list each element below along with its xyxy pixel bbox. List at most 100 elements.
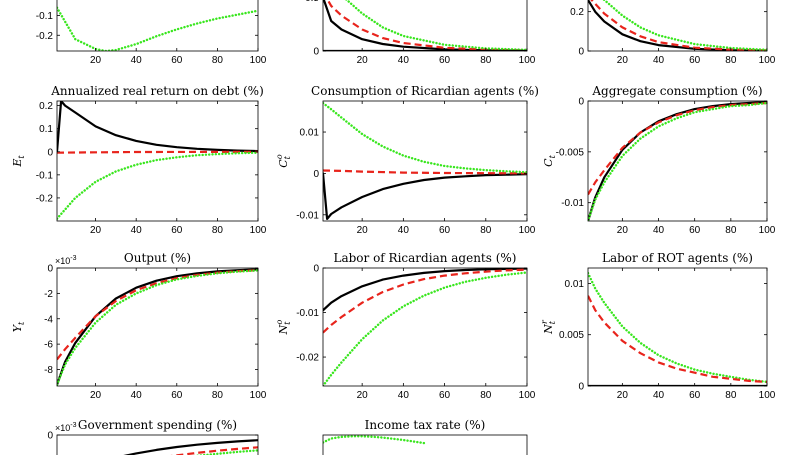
series-dashed-line (588, 295, 767, 383)
subplot-title: Income tax rate (%) (365, 418, 486, 432)
series-dashed-line (326, 0, 527, 51)
x-tick-label: 60 (171, 55, 183, 66)
x-tick-label: 60 (689, 225, 701, 236)
subplot-title: Output (%) (124, 251, 191, 265)
plot-frame (322, 100, 528, 222)
subplot-5: -0.01 0 0.01 20 40 60 80 100 Consumption of Rica… (275, 84, 539, 236)
series-solid-line (57, 101, 258, 153)
y-axis-label: Ntr (540, 319, 557, 335)
x-tick-label: 20 (617, 55, 629, 66)
series-dotted-line (57, 151, 258, 220)
series-solid-line (57, 268, 258, 386)
y-tick-label: -0.02 (296, 353, 319, 364)
x-tick-label: 100 (759, 390, 776, 401)
series-dashed-line (323, 169, 527, 175)
plot-frame (322, 0, 528, 52)
series-solid-line (323, 172, 527, 220)
series-dashed-line (57, 150, 258, 154)
y-tick-label: -8 (44, 365, 53, 376)
y-tick-label: -0.005 (556, 147, 585, 158)
x-tick-label: 80 (480, 225, 492, 236)
y-tick-label: 0 (47, 147, 53, 158)
subplot-11: Income tax rate (%) (322, 418, 528, 455)
y-tick-label: 0 (313, 47, 319, 58)
x-tick-label: 100 (519, 390, 536, 401)
plot-frame (322, 267, 528, 387)
x-tick-label: 60 (171, 390, 183, 401)
plot-frame (56, 267, 259, 387)
y-tick-label: 0 (313, 169, 319, 180)
subplot-title: Labor of ROT agents (%) (602, 251, 753, 265)
y-tick-label: 0.01 (300, 128, 320, 139)
y-tick-label: 0.01 (565, 279, 585, 290)
x-tick-label: 20 (90, 390, 102, 401)
x-tick-label: 20 (357, 225, 369, 236)
x-tick-label: 80 (212, 390, 224, 401)
x-tick-label: 60 (689, 55, 701, 66)
x-tick-label: 40 (131, 390, 143, 401)
x-tick-label: 80 (212, 225, 224, 236)
series-dotted-line (323, 435, 426, 445)
x-tick-label: 100 (759, 55, 776, 66)
y-tick-label: 0 (47, 264, 53, 275)
x-tick-label: 100 (759, 225, 776, 236)
series-dotted-line (57, 6, 258, 51)
x-tick-label: 20 (357, 390, 369, 401)
x-tick-label: 100 (250, 55, 267, 66)
plot-frame (56, 434, 259, 455)
y-axis-label: Nto (275, 319, 292, 335)
y-tick-label: 0.005 (559, 330, 584, 341)
series-dotted-line (345, 0, 527, 51)
subplot-title: Labor of Ricardian agents (%) (334, 251, 517, 265)
x-tick-label: 40 (398, 225, 410, 236)
y-tick-label: 0.2 (39, 101, 53, 112)
subplot-3: 0 0.2 20 40 60 80 100 (570, 0, 776, 66)
y-tick-label: 0 (578, 47, 584, 58)
subplot-4: -0.2 -0.1 0 0.1 0.2 20 40 60 80 100 Annualized rea… (11, 84, 267, 236)
series-dotted-line (57, 269, 258, 386)
x-tick-label: 60 (439, 390, 451, 401)
subplot-7: -8 -6 -4 -2 0 20 40 60 80 100 Output (%) ×10-3 Yt (11, 251, 267, 401)
y-axis-label: Cto (275, 154, 292, 168)
x-tick-label: 80 (725, 55, 737, 66)
x-tick-label: 40 (131, 225, 143, 236)
subplot-10: 0 Government spending (%)×10-3 (47, 418, 259, 455)
plot-frame (322, 434, 528, 455)
y-tick-label: -0.2 (36, 31, 54, 42)
series-solid-line (588, 101, 767, 221)
series-dashed-line (57, 269, 258, 361)
y-tick-label: -4 (44, 314, 53, 325)
series-dotted-line (588, 271, 767, 384)
series-solid-line (323, 268, 527, 312)
series-dotted-line (193, 449, 258, 455)
y-tick-label: -0.01 (296, 308, 319, 319)
y-axis-label: Et (11, 155, 26, 168)
plot-frame (56, 100, 259, 222)
y-tick-label: -6 (44, 340, 53, 351)
x-tick-label: 100 (519, 55, 536, 66)
y-tick-label: 0 (47, 431, 53, 442)
x-tick-label: 80 (725, 225, 737, 236)
y-tick-label: -0.1 (36, 11, 54, 22)
y-tick-label: -0.01 (561, 198, 584, 209)
y-tick-label: -0.1 (36, 170, 54, 181)
x-tick-label: 20 (617, 225, 629, 236)
y-axis-label: Yt (11, 321, 26, 332)
series-dashed-line (588, 101, 767, 196)
series-solid-line (323, 0, 527, 51)
y-tick-label: 0.5 (305, 0, 319, 4)
x-tick-label: 20 (617, 390, 629, 401)
plot-frame (587, 267, 768, 387)
x-tick-label: 80 (725, 390, 737, 401)
y-axis-label: Ct (542, 154, 557, 166)
x-tick-label: 60 (439, 55, 451, 66)
plot-frame (587, 100, 768, 222)
series-dashed-line (170, 446, 258, 455)
x-tick-label: 80 (212, 55, 224, 66)
x-tick-label: 20 (357, 55, 369, 66)
axis-multiplier: ×10-3 (55, 422, 77, 433)
x-tick-label: 40 (653, 225, 665, 236)
y-tick-label: 0 (313, 264, 319, 275)
y-tick-label: -0.01 (296, 210, 319, 221)
x-tick-label: 40 (398, 55, 410, 66)
